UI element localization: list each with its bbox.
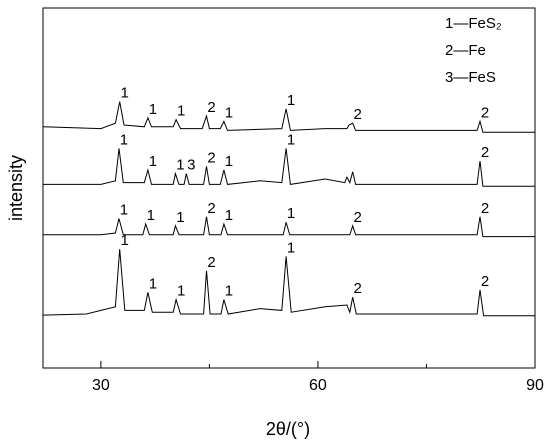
- xrd-trace: [42, 101, 535, 133]
- legend-entry: 2—Fe: [445, 42, 486, 59]
- peak-label: 3: [187, 157, 195, 174]
- peak-label: 2: [207, 99, 215, 116]
- peak-label: 1: [176, 209, 184, 226]
- x-tick-label: 90: [526, 377, 544, 394]
- peak-label: 1: [147, 207, 155, 224]
- peak-label: 1: [225, 104, 233, 121]
- xrd-trace: [43, 148, 535, 187]
- peak-label: 2: [481, 144, 489, 161]
- peak-label: 2: [481, 104, 489, 121]
- peak-label: 2: [481, 200, 489, 217]
- peak-label: 1: [120, 202, 128, 219]
- peak-label: 2: [207, 200, 215, 217]
- peak-label: 1: [177, 103, 185, 120]
- x-tick-label: 60: [309, 377, 327, 394]
- peak-label: 2: [353, 209, 361, 226]
- peak-label: 1: [120, 131, 128, 148]
- peak-label: 1: [149, 275, 157, 292]
- peak-label: 1: [287, 205, 295, 222]
- x-axis-label: 2θ/(°): [266, 419, 310, 439]
- peak-label: 1: [121, 232, 129, 249]
- legend-entry: 3—FeS: [445, 69, 496, 86]
- peak-label: 1: [176, 157, 184, 174]
- peak-label: 1: [225, 153, 233, 170]
- peak-label: 1: [287, 239, 295, 256]
- peak-label: 2: [207, 149, 215, 166]
- legend-entry: 1—FeS₂: [445, 15, 502, 32]
- peak-label: 1: [149, 153, 157, 170]
- peak-label: 1: [121, 85, 129, 102]
- peak-label: 1: [287, 131, 295, 148]
- peak-label: 2: [353, 106, 361, 123]
- peak-label: 1: [225, 283, 233, 300]
- peak-label: 2: [481, 273, 489, 290]
- plot-frame: [42, 7, 536, 369]
- x-tick-label: 30: [92, 377, 110, 394]
- peak-label: 2: [207, 254, 215, 271]
- xrd-trace: [42, 249, 535, 317]
- peak-label: 1: [225, 207, 233, 224]
- xrd-trace: [43, 216, 535, 238]
- peak-label: 1: [149, 101, 157, 118]
- peak-label: 1: [177, 283, 185, 300]
- peak-label: 2: [353, 280, 361, 297]
- y-axis-label: intensity: [6, 155, 26, 221]
- peak-label: 1: [287, 92, 295, 109]
